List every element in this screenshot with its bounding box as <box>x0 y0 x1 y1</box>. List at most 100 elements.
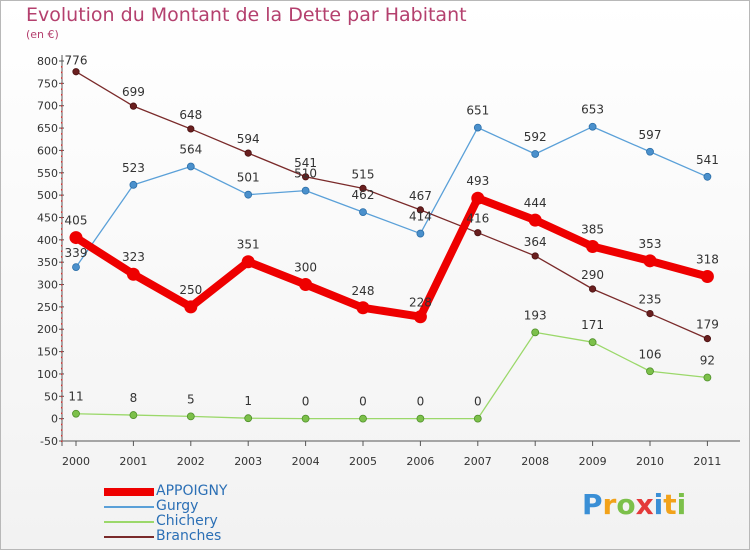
data-label-appoigny: 323 <box>122 250 145 264</box>
data-label-gurgy: 462 <box>352 188 375 202</box>
y-tick-label: 200 <box>37 323 58 336</box>
y-minor-tick <box>61 71 63 74</box>
data-point-branches <box>646 309 654 318</box>
y-minor-tick <box>61 339 63 342</box>
y-tick-label: 350 <box>37 256 58 269</box>
data-label-chichery: 0 <box>417 395 425 409</box>
data-point-appoigny <box>700 269 714 283</box>
x-tick-label: 2007 <box>464 455 492 468</box>
data-label-chichery: 171 <box>581 318 604 332</box>
data-point-gurgy <box>129 180 138 189</box>
data-label-gurgy: 541 <box>696 153 719 167</box>
y-minor-tick <box>61 440 63 442</box>
x-tick-label: 2001 <box>119 455 147 468</box>
y-minor-tick <box>61 189 63 191</box>
y-minor-tick <box>61 406 63 409</box>
data-label-gurgy: 597 <box>639 128 662 142</box>
x-tick-label: 2009 <box>579 455 607 468</box>
y-minor-tick <box>61 418 63 420</box>
y-tick-label: 150 <box>37 346 58 359</box>
logo-letter: i <box>676 488 687 521</box>
data-label-appoigny: 248 <box>352 284 375 298</box>
data-point-appoigny <box>299 278 313 292</box>
y-minor-tick <box>61 244 63 247</box>
legend-label: Chichery <box>156 513 218 529</box>
data-label-gurgy: 510 <box>294 167 317 181</box>
y-minor-tick <box>61 323 63 325</box>
data-label-chichery: 0 <box>359 395 367 409</box>
data-label-gurgy: 651 <box>466 104 489 118</box>
x-tick-label: 2005 <box>349 455 377 468</box>
data-label-branches: 515 <box>352 167 375 181</box>
data-point-appoigny <box>471 191 485 205</box>
y-tick-label: -50 <box>40 435 58 448</box>
data-point-chichery <box>359 414 367 423</box>
x-tick-label: 2011 <box>693 455 721 468</box>
x-tick-label: 2006 <box>406 455 434 468</box>
data-point-branches <box>588 285 597 293</box>
y-minor-tick <box>61 272 63 275</box>
y-tick-label: 700 <box>37 100 58 113</box>
y-minor-tick <box>61 172 63 174</box>
y-minor-tick <box>61 334 63 336</box>
data-point-chichery <box>129 411 138 419</box>
y-minor-tick <box>61 373 63 375</box>
y-minor-tick <box>61 351 63 353</box>
x-tick-label: 2002 <box>177 455 205 468</box>
data-label-branches: 467 <box>409 189 432 203</box>
y-minor-tick <box>61 345 63 347</box>
data-point-chichery <box>646 367 654 376</box>
data-point-appoigny <box>356 301 370 315</box>
data-label-appoigny: 444 <box>524 196 547 210</box>
series-line-appoigny <box>73 194 709 321</box>
logo-letter: x <box>635 488 654 521</box>
y-minor-tick <box>61 133 63 135</box>
data-point-chichery <box>244 414 253 423</box>
data-point-gurgy <box>416 229 425 238</box>
data-label-appoigny: 351 <box>237 238 260 252</box>
x-tick-label: 2000 <box>62 455 90 468</box>
data-label-branches: 648 <box>179 108 202 122</box>
y-minor-tick <box>61 94 63 96</box>
y-tick-label: 100 <box>37 368 58 381</box>
y-minor-tick <box>61 239 63 241</box>
proxiti-logo: Proxiti <box>582 488 686 521</box>
data-point-gurgy <box>186 162 195 171</box>
data-point-branches <box>703 335 712 343</box>
y-minor-tick <box>61 228 63 230</box>
y-tick-label: 800 <box>37 55 58 68</box>
data-point-appoigny <box>241 255 255 269</box>
y-minor-tick <box>61 116 63 118</box>
data-label-appoigny: 228 <box>409 296 432 310</box>
y-minor-tick <box>61 183 63 185</box>
data-point-branches <box>474 229 482 237</box>
y-minor-tick <box>61 284 63 286</box>
y-minor-tick <box>61 155 63 157</box>
data-point-chichery <box>72 409 80 418</box>
logo-letter: o <box>616 488 636 521</box>
data-point-branches <box>301 173 310 181</box>
data-point-branches <box>416 206 424 214</box>
y-minor-tick <box>61 328 63 331</box>
data-point-gurgy <box>301 186 310 195</box>
data-point-appoigny <box>586 240 600 254</box>
data-label-branches: 235 <box>639 293 662 307</box>
data-label-gurgy: 501 <box>237 171 260 185</box>
y-minor-tick <box>61 311 63 314</box>
data-label-chichery: 8 <box>130 391 138 405</box>
data-label-branches: 290 <box>581 268 604 282</box>
y-minor-tick <box>61 384 63 387</box>
y-minor-tick <box>61 211 63 213</box>
data-point-appoigny <box>126 267 140 281</box>
y-minor-tick <box>61 362 63 364</box>
y-minor-tick <box>61 379 63 381</box>
data-label-gurgy: 592 <box>524 130 547 144</box>
data-label-gurgy: 414 <box>409 210 432 224</box>
data-label-appoigny: 385 <box>581 223 604 237</box>
y-minor-tick <box>61 367 63 370</box>
y-minor-tick <box>61 161 63 163</box>
data-point-appoigny <box>413 310 427 324</box>
data-point-branches <box>359 184 367 193</box>
y-tick-label: 550 <box>37 167 58 180</box>
